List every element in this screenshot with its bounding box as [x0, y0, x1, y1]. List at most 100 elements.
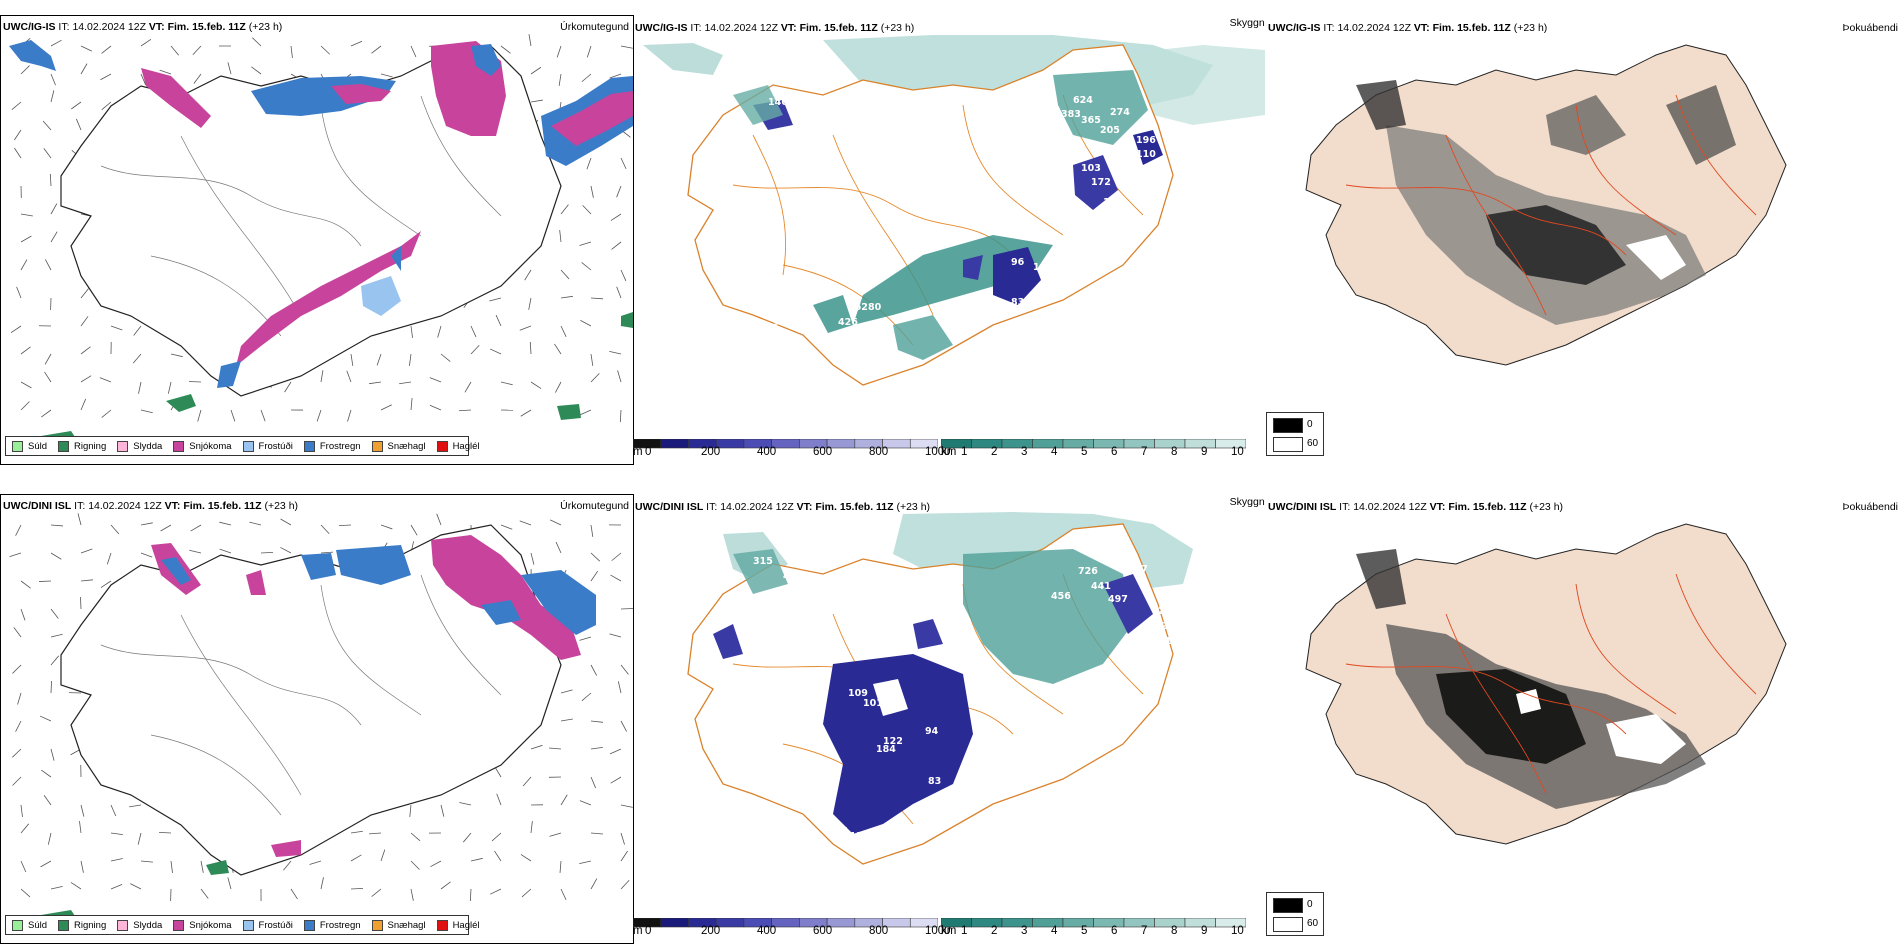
wind-barb	[560, 269, 570, 280]
precip-legend-item: Snæhagl	[371, 919, 426, 931]
wind-barb	[20, 888, 31, 898]
wind-barb	[380, 524, 393, 530]
wind-barb	[14, 129, 22, 141]
precip-legend-swatch	[173, 440, 185, 452]
vis-unit: km	[941, 925, 957, 937]
cloud-value-label: 122	[883, 736, 903, 747]
vis-colorbar-row2: km 1 2 3 4 5 6 7 8 9 10	[940, 915, 1247, 937]
wind-barb	[495, 314, 502, 327]
wind-barb	[251, 66, 262, 75]
wind-barb	[99, 377, 112, 383]
wind-barb	[440, 353, 451, 362]
precip-legend-swatch	[117, 440, 129, 452]
wind-barb	[197, 409, 202, 422]
wind-barb	[47, 832, 52, 845]
precip-legend-swatch	[242, 919, 254, 931]
wind-barb	[347, 409, 352, 422]
iceland-precip-map-row2	[9, 513, 633, 933]
wind-barb	[284, 381, 292, 393]
cloud-value-label: 338	[948, 97, 968, 108]
vis-tick: 2	[991, 446, 998, 458]
wind-barb	[582, 205, 592, 215]
wind-barb	[529, 341, 532, 355]
wind-barb	[20, 213, 33, 217]
vt-value: Fim. 15.feb. 11Z	[815, 501, 894, 513]
wind-barb	[138, 381, 142, 394]
wind-barb	[530, 99, 543, 103]
wind-barb	[79, 821, 82, 834]
wind-barb	[620, 157, 627, 170]
wind-barb	[50, 203, 58, 215]
wind-barb	[520, 854, 532, 862]
wind-barb	[80, 45, 93, 52]
lead-time: (+23 h)	[1529, 501, 1564, 513]
wind-barb	[9, 552, 22, 558]
wind-barb	[369, 381, 382, 385]
precip-legend-label: Haglél	[452, 440, 480, 452]
cloud-value-label: 205	[1100, 125, 1120, 136]
lead-time: (+23 h)	[896, 501, 931, 513]
cloud-value-label: 497	[1108, 594, 1128, 605]
wind-barb	[610, 213, 622, 221]
wind-barb	[410, 325, 413, 338]
precip-legend-item: Haglél	[436, 919, 480, 931]
fog-legend-row2: 0 60	[1266, 892, 1324, 936]
wind-barb	[590, 353, 594, 366]
wind-barb	[41, 409, 52, 418]
wind-barb	[609, 748, 622, 755]
wind-barb	[500, 381, 513, 386]
wind-barb	[100, 73, 112, 81]
wind-barb	[110, 832, 123, 835]
wind-barb	[609, 633, 622, 638]
iceland-precip-map-row1	[9, 34, 633, 454]
vis-tick: 5	[1081, 446, 1088, 458]
height-unit: m	[633, 925, 643, 937]
wind-barb	[620, 850, 628, 862]
wind-barb	[140, 409, 153, 414]
cloud-value-label: 109	[848, 688, 868, 699]
cloud-value-label: 726	[1078, 566, 1098, 577]
wind-barb	[581, 262, 592, 271]
vt-value: Fim. 15.feb. 11Z	[1448, 501, 1527, 513]
wind-barb	[106, 552, 112, 565]
wind-barb	[15, 524, 22, 536]
wind-barb	[13, 627, 22, 638]
cloud-value-label: 190	[1165, 636, 1185, 647]
wind-barb	[590, 524, 594, 537]
wind-barb	[590, 878, 598, 890]
height-tick: 1000	[925, 925, 951, 937]
wind-barb	[230, 409, 236, 422]
cloud-value-label: 315	[753, 556, 773, 567]
wind-barb	[590, 776, 597, 789]
wind-barb	[494, 850, 502, 862]
wind-barb	[219, 521, 232, 526]
wind-barb	[620, 45, 633, 49]
precip-legend-item: Súld	[12, 440, 47, 452]
precip-legend-swatch	[242, 440, 254, 452]
wind-barb	[371, 888, 382, 897]
cloud-value-label: 456	[1051, 591, 1071, 602]
fog-panel-row1: UWC/IG-IS IT: 14.02.2024 12Z VT: Fim. 15…	[1266, 15, 1900, 463]
header-row1-fog: UWC/IG-IS IT: 14.02.2024 12Z VT: Fim. 15…	[1268, 22, 1547, 34]
vis-tick: 4	[1051, 925, 1058, 937]
cloud-value-label: 196	[1136, 135, 1156, 146]
wind-barb	[20, 381, 32, 389]
precip-legend-item: Frostúði	[242, 919, 293, 931]
wind-barb	[160, 524, 172, 532]
vis-colorbar-swatches	[940, 438, 1247, 449]
fog-legend-label-0: 0	[1307, 899, 1313, 910]
wind-barb	[590, 832, 603, 835]
vt-value: Fim. 15.feb. 11Z	[183, 500, 262, 512]
wind-barb	[489, 297, 502, 302]
cloud-value-label: 97	[773, 317, 786, 328]
wind-barb	[559, 230, 562, 243]
wind-barb	[440, 881, 451, 890]
wind-barb	[409, 804, 412, 817]
fog-legend-label-60: 60	[1307, 918, 1319, 929]
wind-barb	[17, 692, 22, 705]
precip-legend-label: Snæhagl	[387, 440, 426, 452]
wind-barb	[130, 883, 142, 890]
wind-barb	[50, 231, 58, 243]
model-name: UWC/DINI ISL	[1268, 501, 1337, 513]
wind-barb	[560, 794, 568, 806]
